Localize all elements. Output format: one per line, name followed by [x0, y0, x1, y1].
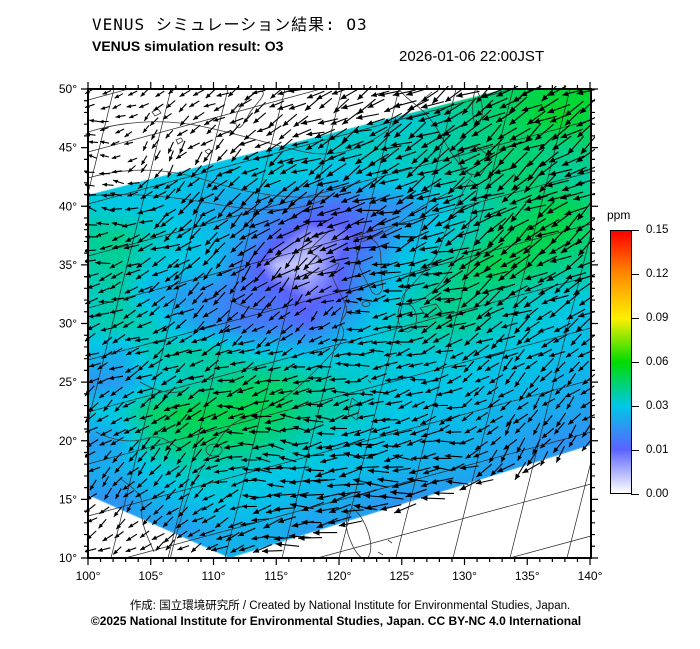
x-axis-label: 135° — [515, 569, 540, 583]
x-axis-label: 105° — [138, 569, 163, 583]
wind-vector-arrows — [85, 86, 595, 555]
colorbar-unit-label: ppm — [607, 208, 631, 222]
colorbar-tick-label: 0.01 — [646, 444, 669, 456]
x-axis-label: 125° — [389, 569, 414, 583]
colorbar-gradient — [610, 230, 632, 494]
colorbar-tick-mark — [631, 449, 639, 451]
x-axis-label: 140° — [578, 569, 603, 583]
credit-line-2: ©2025 National Institute for Environment… — [90, 614, 582, 628]
y-axis-label: 10° — [59, 551, 77, 565]
x-axis-label: 120° — [327, 569, 352, 583]
y-axis-label: 45° — [59, 141, 77, 155]
colorbar-tick-label: 0.15 — [646, 224, 669, 236]
colorbar-tick-mark — [631, 273, 639, 275]
map-frame-and-ticks — [81, 82, 598, 565]
page-title-english: VENUS simulation result: O3 — [92, 38, 284, 54]
axis-tick-labels: 100° 105° 110° 115° 120° 125° 130° 135° 140° 50° 4… — [59, 82, 603, 583]
colorbar-tick-mark — [631, 361, 639, 363]
x-axis-label: 115° — [264, 569, 288, 583]
colorbar-tick-mark — [631, 229, 639, 231]
colorbar-tick-label: 0.00 — [646, 488, 669, 500]
y-axis-label: 30° — [59, 317, 77, 331]
y-axis-label: 40° — [59, 199, 77, 213]
page-title-japanese: VENUS シミュレーション結果: O3 — [92, 15, 368, 34]
x-axis-label: 130° — [452, 569, 477, 583]
x-axis-label: 110° — [202, 569, 226, 583]
y-axis-label: 35° — [59, 258, 77, 272]
x-axis-label: 100° — [76, 569, 101, 583]
credit-line-1: 作成: 国立環境研究所 / Created by National Instit… — [129, 600, 571, 612]
y-axis-label: 20° — [59, 434, 77, 448]
simulation-timestamp: 2026-01-06 22:00JST — [399, 48, 545, 65]
colorbar-tick-mark — [631, 493, 639, 495]
colorbar-tick-label: 0.12 — [646, 268, 669, 280]
y-axis-label: 50° — [59, 82, 77, 96]
colorbar-tick-mark — [631, 317, 639, 319]
y-axis-label: 15° — [59, 492, 77, 506]
colorbar-tick-label: 0.09 — [646, 312, 669, 324]
colorbar-tick-label: 0.03 — [646, 400, 669, 412]
colorbar-tick-label: 0.06 — [646, 356, 669, 368]
y-axis-label: 25° — [59, 375, 77, 389]
colorbar: ppm 0.15 0.12 0.09 0.06 0.03 0.01 0.00 — [607, 208, 690, 500]
colorbar-tick-mark — [631, 405, 639, 407]
